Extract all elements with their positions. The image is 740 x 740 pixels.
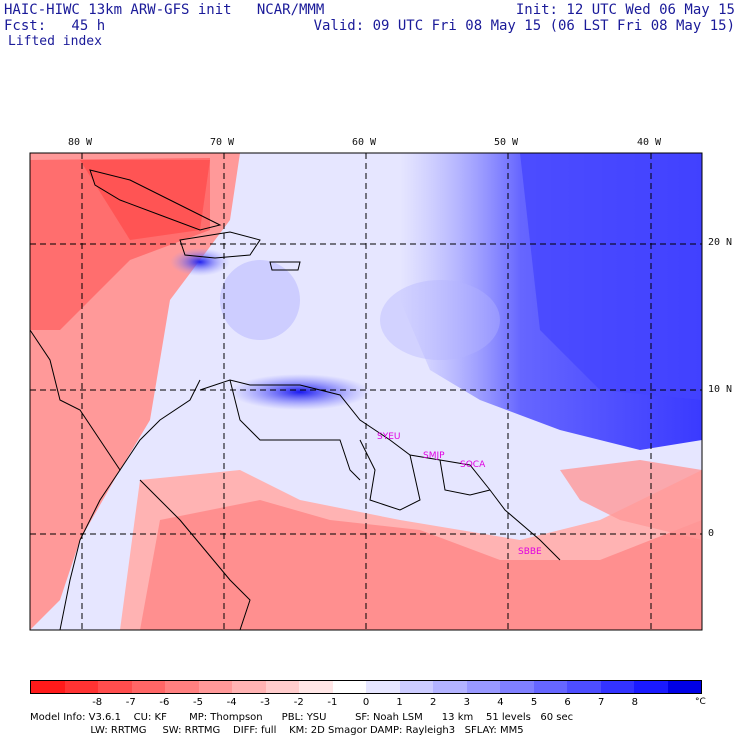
colorbar-cell-11 [399, 681, 433, 693]
lon-label-70w: 70 W [210, 137, 235, 148]
forecast-hour: Fcst: 45 h [4, 18, 106, 34]
colorbar-cell-8 [299, 681, 333, 693]
colorbar-cell-1 [64, 681, 98, 693]
station-label-syeu: SYEU [377, 432, 401, 442]
colorbar-cell-13 [466, 681, 500, 693]
amazon-border [139, 479, 251, 630]
lon-label-40w: 40 W [637, 137, 662, 148]
south-america-west-coast [59, 469, 121, 630]
colorbar-cell-7 [265, 681, 299, 693]
hispaniola-coast [179, 231, 261, 259]
colorbar-tick-3: -5 [193, 697, 203, 708]
central-america-coast [30, 329, 201, 471]
colorbar-tick-8: 0 [362, 697, 370, 708]
colorbar-tick-5: -3 [260, 697, 271, 708]
colorbar-cell-6 [232, 681, 266, 693]
model-title: HAIC-HIWC 13km ARW-GFS init NCAR/MMM [4, 2, 325, 18]
colorbar-cell-15 [533, 681, 567, 693]
colorbar-cell-0 [31, 681, 65, 693]
model-info-line2: LW: RRTMG SW: RRTMG DIFF: full KM: 2D Sm… [30, 725, 524, 736]
lon-label-60w: 60 W [352, 137, 377, 148]
colorbar-cell-3 [131, 681, 165, 693]
colorbar-unit: °C [695, 697, 706, 707]
colorbar-tick-2: -6 [159, 697, 170, 708]
colorbar-cell-18 [634, 681, 668, 693]
station-label-sbbe: SBBE [518, 547, 542, 557]
colorbar-tick-0: -8 [92, 697, 103, 708]
colorbar-cell-5 [198, 681, 232, 693]
map-border [29, 152, 703, 631]
colorbar [30, 680, 702, 694]
colorbar-tick-1: -7 [125, 697, 136, 708]
cuba-coast [89, 169, 222, 231]
colorbar-tick-11: 3 [463, 697, 470, 708]
colorbar-tick-9: 1 [396, 697, 403, 708]
lat-label-10n: 10 N [708, 384, 733, 395]
colorbar-cell-2 [98, 681, 132, 693]
colorbar-tick-10: 2 [430, 697, 437, 708]
lat-label-20n: 20 N [708, 237, 733, 248]
station-label-soca: SOCA [460, 460, 486, 470]
colorbar-tick-14: 6 [564, 697, 571, 708]
south-america-north-coast [199, 379, 561, 561]
lat-label-0: 0 [708, 528, 715, 539]
colorbar-cell-17 [600, 681, 634, 693]
colorbar-cell-4 [165, 681, 199, 693]
country-border-3 [439, 459, 491, 496]
colorbar-tick-12: 4 [497, 697, 504, 708]
colorbar-cell-19 [667, 681, 701, 693]
colorbar-cell-14 [500, 681, 534, 693]
colorbar-cell-16 [567, 681, 601, 693]
colorbar-tick-16: 8 [631, 697, 638, 708]
colorbar-cell-12 [433, 681, 467, 693]
colorbar-tick-7: -1 [327, 697, 338, 708]
country-border-2 [359, 439, 421, 511]
colorbar-tick-15: 7 [598, 697, 605, 708]
model-info-line1: Model Info: V3.6.1 CU: KF MP: Thompson P… [30, 712, 574, 723]
colorbar-cell-10 [366, 681, 400, 693]
field-name: Lifted index [8, 34, 102, 49]
colorbar-tick-4: -4 [226, 697, 237, 708]
valid-time: Valid: 09 UTC Fri 08 May 15 (06 LST Fri … [313, 18, 735, 34]
colorbar-cell-9 [332, 681, 366, 693]
colorbar-tick-6: -2 [293, 697, 304, 708]
colorbar-tick-13: 5 [530, 697, 538, 708]
lon-label-80w: 80 W [68, 137, 93, 148]
station-label-smjp: SMJP [423, 451, 445, 461]
puerto-rico-coast [269, 261, 301, 271]
init-time: Init: 12 UTC Wed 06 May 15 [515, 2, 735, 18]
country-border-1 [229, 379, 361, 481]
lon-label-50w: 50 W [494, 137, 519, 148]
